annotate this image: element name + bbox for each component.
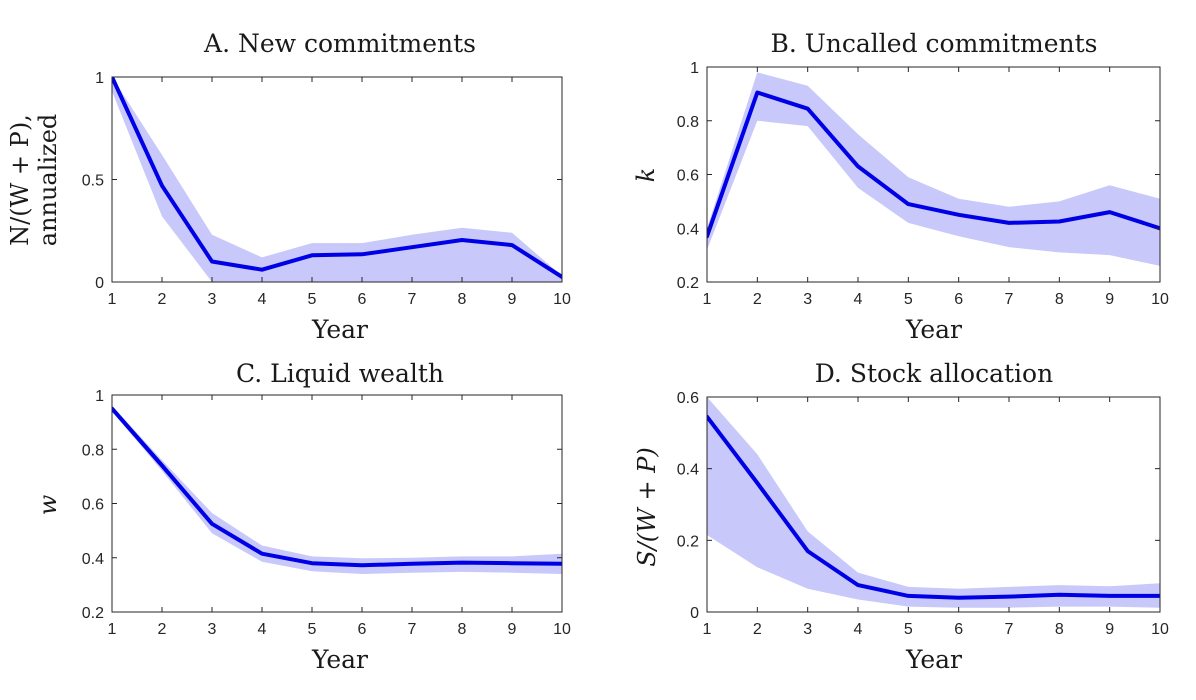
panel-d-xtick-label: 7 bbox=[1005, 621, 1014, 638]
panel-b-ylabel: k bbox=[632, 168, 660, 183]
panel-a-xtick-label: 2 bbox=[158, 291, 167, 308]
panel-c-xtick-label: 10 bbox=[553, 621, 571, 638]
panel-b-xtick-label: 1 bbox=[703, 291, 712, 308]
panel-a-ylabel-line-2: annualized bbox=[34, 114, 62, 247]
panel-c-xtick-label: 1 bbox=[108, 621, 117, 638]
panel-c-xtick-label: 8 bbox=[458, 621, 467, 638]
panel-d-ytick-label: 0.2 bbox=[677, 533, 699, 550]
panel-c-ytick-label: 0.8 bbox=[82, 442, 104, 459]
panel-d-ytick-label: 0.6 bbox=[677, 390, 699, 407]
panel-b-xtick-label: 9 bbox=[1105, 291, 1114, 308]
panel-a-xtick-label: 8 bbox=[458, 291, 467, 308]
panel-d-title: D. Stock allocation bbox=[815, 359, 1053, 388]
panel-d-ytick-label: 0.4 bbox=[677, 462, 699, 479]
panel-c-xtick-label: 6 bbox=[358, 621, 367, 638]
panel-a-xtick-label: 9 bbox=[508, 291, 517, 308]
panel-c-ytick-label: 0.4 bbox=[82, 551, 104, 568]
panel-a-xtick-label: 10 bbox=[553, 291, 571, 308]
panel-c-ytick-label: 0.6 bbox=[82, 497, 104, 514]
panel-c: C. Liquid wealth 1 2 3 4 5 6 7 8 9 10 0.2 0.4 0.6 0.8… bbox=[34, 359, 571, 674]
panel-b: B. Uncalled commitments 1 2 3 4 5 6 7 8 9 10 0.2 0.… bbox=[632, 29, 1169, 344]
panel-b-confidence-band bbox=[707, 72, 1160, 266]
panel-c-plot: 1 2 3 4 5 6 7 8 9 10 0.2 0.4 0.6 0.8 1 bbox=[82, 388, 571, 638]
panel-d-xtick-label: 5 bbox=[904, 621, 913, 638]
panel-b-ytick-label: 1 bbox=[690, 60, 699, 77]
panel-c-xtick-label: 3 bbox=[208, 621, 217, 638]
panel-b-xtick-label: 5 bbox=[904, 291, 913, 308]
panel-b-xtick-label: 6 bbox=[954, 291, 963, 308]
panel-a-confidence-band bbox=[112, 77, 562, 282]
panel-d-xtick-label: 8 bbox=[1055, 621, 1064, 638]
panel-b-xtick-label: 4 bbox=[854, 291, 863, 308]
panel-b-title: B. Uncalled commitments bbox=[770, 29, 1097, 58]
panel-b-ytick-label: 0.2 bbox=[677, 275, 699, 292]
panel-d-ytick-label: 0 bbox=[690, 605, 699, 622]
panel-d-confidence-band bbox=[707, 397, 1160, 608]
panel-b-series-line bbox=[707, 90, 1160, 239]
panel-b-xlabel: Year bbox=[905, 315, 962, 344]
panel-a-xtick-label: 4 bbox=[258, 291, 267, 308]
panel-b-plot: 1 2 3 4 5 6 7 8 9 10 0.2 0.4 0.6 0.8 1 bbox=[677, 60, 1169, 308]
panel-c-xtick-label: 4 bbox=[258, 621, 267, 638]
panel-c-xtick-label: 7 bbox=[408, 621, 417, 638]
panel-b-xtick-label: 3 bbox=[803, 291, 812, 308]
panel-c-confidence-band bbox=[112, 405, 562, 574]
panel-d-plot: 1 2 3 4 5 6 7 8 9 10 0 0.2 0.4 0.6 bbox=[677, 390, 1169, 638]
panel-a-plot: 1 2 3 4 5 6 7 8 9 10 0 0.5 1 bbox=[82, 70, 571, 308]
panel-a-series-line bbox=[112, 77, 562, 279]
panel-c-ytick-label: 1 bbox=[95, 388, 104, 405]
panel-a-xtick-label: 5 bbox=[308, 291, 317, 308]
panel-a-xtick-label: 6 bbox=[358, 291, 367, 308]
panel-d-xlabel: Year bbox=[905, 645, 962, 674]
panel-d-xtick-label: 1 bbox=[703, 621, 712, 638]
panel-c-series-line bbox=[112, 406, 562, 568]
panel-c-xlabel: Year bbox=[311, 645, 368, 674]
panel-d-xtick-label: 4 bbox=[854, 621, 863, 638]
panel-c-axes-box bbox=[111, 394, 563, 613]
panel-d-axes-box bbox=[706, 396, 1161, 613]
panel-c-ylabel: w bbox=[34, 494, 62, 515]
panel-d-xtick-label: 2 bbox=[753, 621, 762, 638]
panel-d: D. Stock allocation 1 2 3 4 5 6 7 8 9 10 0 0.2 0.4 0.… bbox=[633, 359, 1169, 674]
panel-b-xtick-label: 8 bbox=[1055, 291, 1064, 308]
panel-a-xtick-label: 1 bbox=[108, 291, 117, 308]
panel-d-xtick-label: 6 bbox=[954, 621, 963, 638]
panel-b-ytick-label: 0.8 bbox=[677, 114, 699, 131]
panel-b-xtick-label: 7 bbox=[1005, 291, 1014, 308]
panel-d-series-line bbox=[707, 414, 1160, 600]
panel-b-ytick-label: 0.6 bbox=[677, 168, 699, 185]
panel-a-ytick-label: 1 bbox=[95, 70, 104, 87]
panel-c-ytick-label: 0.2 bbox=[82, 605, 104, 622]
panel-a-xlabel: Year bbox=[311, 315, 368, 344]
panel-d-xtick-label: 9 bbox=[1105, 621, 1114, 638]
panel-a-xtick-label: 7 bbox=[408, 291, 417, 308]
panel-a-ytick-label: 0 bbox=[95, 275, 104, 292]
panel-d-xtick-label: 3 bbox=[803, 621, 812, 638]
panel-c-title: C. Liquid wealth bbox=[236, 359, 444, 388]
panel-a-ytick-label: 0.5 bbox=[82, 173, 104, 190]
panel-d-xtick-label: 10 bbox=[1151, 621, 1169, 638]
panel-c-xtick-label: 2 bbox=[158, 621, 167, 638]
panel-a-title: A. New commitments bbox=[203, 29, 476, 58]
panel-a-ylabel-line-1: N/(W + P), bbox=[6, 114, 34, 246]
panel-d-ylabel: S/(W + P) bbox=[633, 447, 661, 566]
panel-a-xtick-label: 3 bbox=[208, 291, 217, 308]
panel-b-xtick-label: 2 bbox=[753, 291, 762, 308]
panel-c-xtick-label: 5 bbox=[308, 621, 317, 638]
panel-a: A. New commitments 1 2 3 4 5 6 7 8 9 10 0 0.5 1 Year… bbox=[6, 29, 571, 344]
panel-b-xtick-label: 10 bbox=[1151, 291, 1169, 308]
panel-c-xtick-label: 9 bbox=[508, 621, 517, 638]
panel-b-ytick-label: 0.4 bbox=[677, 221, 699, 238]
